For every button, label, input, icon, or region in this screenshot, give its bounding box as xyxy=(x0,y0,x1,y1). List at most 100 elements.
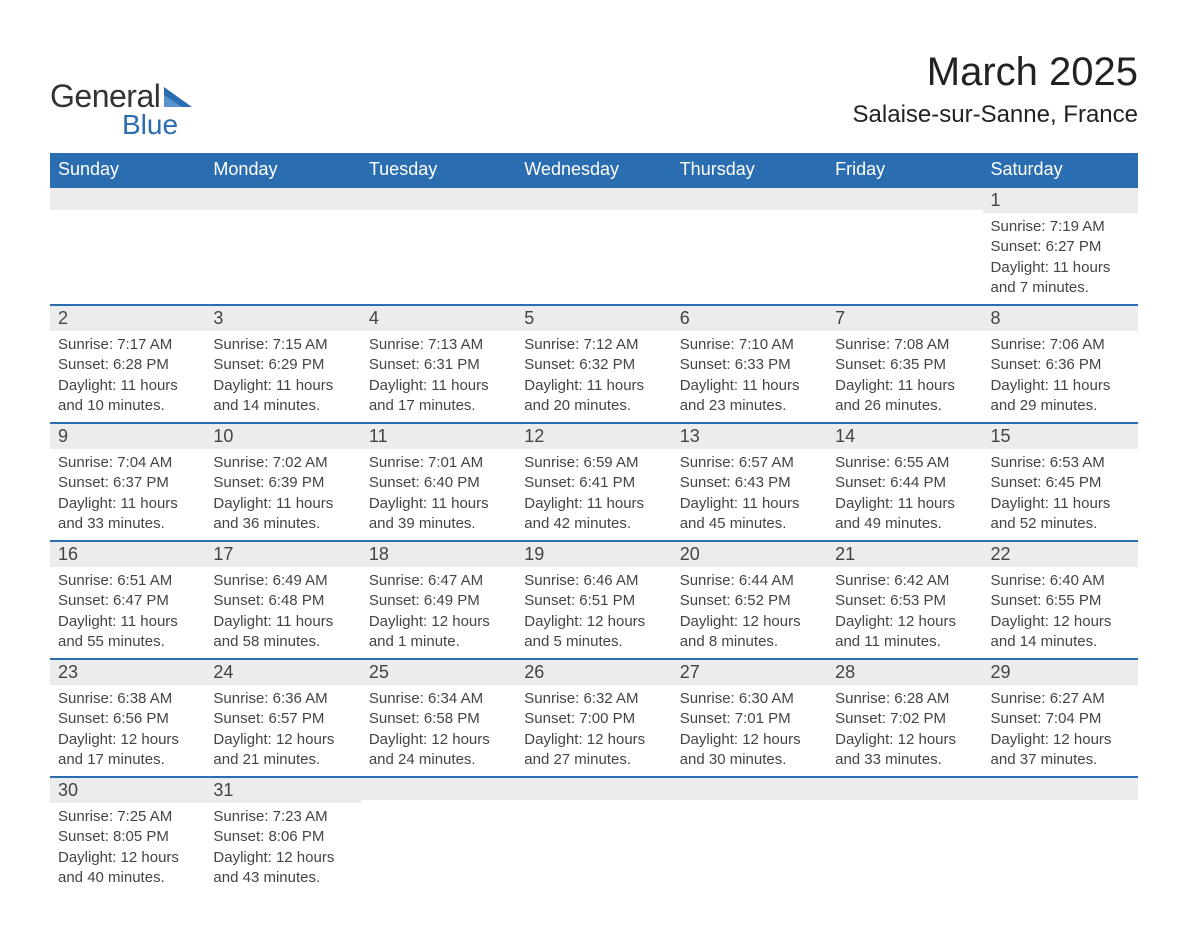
calendar-day-cell: 21Sunrise: 6:42 AMSunset: 6:53 PMDayligh… xyxy=(827,541,982,659)
weekday-header: Wednesday xyxy=(516,153,671,187)
day-number: 17 xyxy=(205,542,360,567)
sunset-text: Sunset: 6:45 PM xyxy=(991,473,1130,493)
day-detail: Sunrise: 7:06 AMSunset: 6:36 PMDaylight:… xyxy=(983,331,1138,422)
day-detail: Sunrise: 7:02 AMSunset: 6:39 PMDaylight:… xyxy=(205,449,360,540)
day-number: 25 xyxy=(361,660,516,685)
sunset-text: Sunset: 6:43 PM xyxy=(680,473,819,493)
calendar-day-cell xyxy=(205,187,360,305)
sunset-text: Sunset: 6:33 PM xyxy=(680,355,819,375)
day-number xyxy=(361,188,516,210)
sunset-text: Sunset: 6:40 PM xyxy=(369,473,508,493)
calendar-week-row: 23Sunrise: 6:38 AMSunset: 6:56 PMDayligh… xyxy=(50,659,1138,777)
day-detail: Sunrise: 7:12 AMSunset: 6:32 PMDaylight:… xyxy=(516,331,671,422)
day-detail xyxy=(827,210,982,294)
day-detail xyxy=(672,800,827,884)
calendar-day-cell: 6Sunrise: 7:10 AMSunset: 6:33 PMDaylight… xyxy=(672,305,827,423)
day-detail: Sunrise: 6:32 AMSunset: 7:00 PMDaylight:… xyxy=(516,685,671,776)
calendar-day-cell: 19Sunrise: 6:46 AMSunset: 6:51 PMDayligh… xyxy=(516,541,671,659)
calendar-day-cell: 4Sunrise: 7:13 AMSunset: 6:31 PMDaylight… xyxy=(361,305,516,423)
sunrise-text: Sunrise: 6:34 AM xyxy=(369,689,508,709)
weekday-header-row: Sunday Monday Tuesday Wednesday Thursday… xyxy=(50,153,1138,187)
day-detail: Sunrise: 7:13 AMSunset: 6:31 PMDaylight:… xyxy=(361,331,516,422)
day-detail xyxy=(205,210,360,294)
sunset-text: Sunset: 6:28 PM xyxy=(58,355,197,375)
calendar-day-cell: 24Sunrise: 6:36 AMSunset: 6:57 PMDayligh… xyxy=(205,659,360,777)
sunrise-text: Sunrise: 7:02 AM xyxy=(213,453,352,473)
calendar-day-cell: 17Sunrise: 6:49 AMSunset: 6:48 PMDayligh… xyxy=(205,541,360,659)
day-detail: Sunrise: 6:49 AMSunset: 6:48 PMDaylight:… xyxy=(205,567,360,658)
weekday-header: Saturday xyxy=(983,153,1138,187)
brand-name-2: Blue xyxy=(122,109,192,141)
day-number: 15 xyxy=(983,424,1138,449)
brand-triangle-icon xyxy=(164,85,192,112)
day-number: 26 xyxy=(516,660,671,685)
day-number: 28 xyxy=(827,660,982,685)
weekday-header: Thursday xyxy=(672,153,827,187)
day-detail: Sunrise: 6:34 AMSunset: 6:58 PMDaylight:… xyxy=(361,685,516,776)
day-number xyxy=(516,188,671,210)
day-detail xyxy=(827,800,982,884)
sunset-text: Sunset: 6:31 PM xyxy=(369,355,508,375)
day-number: 29 xyxy=(983,660,1138,685)
sunset-text: Sunset: 6:41 PM xyxy=(524,473,663,493)
calendar-day-cell: 20Sunrise: 6:44 AMSunset: 6:52 PMDayligh… xyxy=(672,541,827,659)
day-detail: Sunrise: 7:10 AMSunset: 6:33 PMDaylight:… xyxy=(672,331,827,422)
day-number: 7 xyxy=(827,306,982,331)
sunset-text: Sunset: 6:56 PM xyxy=(58,709,197,729)
day-number: 13 xyxy=(672,424,827,449)
daylight-text: Daylight: 11 hours and 55 minutes. xyxy=(58,612,197,653)
calendar-table: Sunday Monday Tuesday Wednesday Thursday… xyxy=(50,153,1138,894)
day-detail: Sunrise: 6:30 AMSunset: 7:01 PMDaylight:… xyxy=(672,685,827,776)
day-number: 8 xyxy=(983,306,1138,331)
calendar-day-cell: 13Sunrise: 6:57 AMSunset: 6:43 PMDayligh… xyxy=(672,423,827,541)
daylight-text: Daylight: 12 hours and 27 minutes. xyxy=(524,730,663,771)
day-detail: Sunrise: 7:15 AMSunset: 6:29 PMDaylight:… xyxy=(205,331,360,422)
day-number: 11 xyxy=(361,424,516,449)
calendar-day-cell xyxy=(50,187,205,305)
day-number: 18 xyxy=(361,542,516,567)
calendar-day-cell: 25Sunrise: 6:34 AMSunset: 6:58 PMDayligh… xyxy=(361,659,516,777)
day-detail: Sunrise: 7:08 AMSunset: 6:35 PMDaylight:… xyxy=(827,331,982,422)
calendar-week-row: 2Sunrise: 7:17 AMSunset: 6:28 PMDaylight… xyxy=(50,305,1138,423)
day-number: 19 xyxy=(516,542,671,567)
day-number: 6 xyxy=(672,306,827,331)
daylight-text: Daylight: 12 hours and 37 minutes. xyxy=(991,730,1130,771)
day-number: 4 xyxy=(361,306,516,331)
day-number xyxy=(983,778,1138,800)
sunset-text: Sunset: 7:02 PM xyxy=(835,709,974,729)
day-number: 3 xyxy=(205,306,360,331)
calendar-day-cell: 14Sunrise: 6:55 AMSunset: 6:44 PMDayligh… xyxy=(827,423,982,541)
daylight-text: Daylight: 11 hours and 33 minutes. xyxy=(58,494,197,535)
day-number: 14 xyxy=(827,424,982,449)
day-number: 24 xyxy=(205,660,360,685)
sunrise-text: Sunrise: 6:40 AM xyxy=(991,571,1130,591)
calendar-day-cell: 5Sunrise: 7:12 AMSunset: 6:32 PMDaylight… xyxy=(516,305,671,423)
daylight-text: Daylight: 11 hours and 10 minutes. xyxy=(58,376,197,417)
daylight-text: Daylight: 11 hours and 29 minutes. xyxy=(991,376,1130,417)
weekday-header: Monday xyxy=(205,153,360,187)
calendar-day-cell: 30Sunrise: 7:25 AMSunset: 8:05 PMDayligh… xyxy=(50,777,205,894)
sunset-text: Sunset: 8:06 PM xyxy=(213,827,352,847)
day-number xyxy=(50,188,205,210)
daylight-text: Daylight: 11 hours and 20 minutes. xyxy=(524,376,663,417)
calendar-day-cell: 22Sunrise: 6:40 AMSunset: 6:55 PMDayligh… xyxy=(983,541,1138,659)
calendar-day-cell xyxy=(516,777,671,894)
calendar-week-row: 1Sunrise: 7:19 AMSunset: 6:27 PMDaylight… xyxy=(50,187,1138,305)
calendar-day-cell: 23Sunrise: 6:38 AMSunset: 6:56 PMDayligh… xyxy=(50,659,205,777)
day-number xyxy=(672,778,827,800)
day-detail: Sunrise: 6:36 AMSunset: 6:57 PMDaylight:… xyxy=(205,685,360,776)
day-detail: Sunrise: 6:27 AMSunset: 7:04 PMDaylight:… xyxy=(983,685,1138,776)
calendar-day-cell xyxy=(361,187,516,305)
sunset-text: Sunset: 8:05 PM xyxy=(58,827,197,847)
calendar-day-cell: 16Sunrise: 6:51 AMSunset: 6:47 PMDayligh… xyxy=(50,541,205,659)
day-number xyxy=(205,188,360,210)
calendar-week-row: 9Sunrise: 7:04 AMSunset: 6:37 PMDaylight… xyxy=(50,423,1138,541)
calendar-day-cell: 9Sunrise: 7:04 AMSunset: 6:37 PMDaylight… xyxy=(50,423,205,541)
day-detail xyxy=(516,800,671,884)
sunset-text: Sunset: 6:27 PM xyxy=(991,237,1130,257)
day-number: 1 xyxy=(983,188,1138,213)
sunset-text: Sunset: 6:49 PM xyxy=(369,591,508,611)
calendar-week-row: 30Sunrise: 7:25 AMSunset: 8:05 PMDayligh… xyxy=(50,777,1138,894)
calendar-day-cell: 2Sunrise: 7:17 AMSunset: 6:28 PMDaylight… xyxy=(50,305,205,423)
day-detail: Sunrise: 6:53 AMSunset: 6:45 PMDaylight:… xyxy=(983,449,1138,540)
